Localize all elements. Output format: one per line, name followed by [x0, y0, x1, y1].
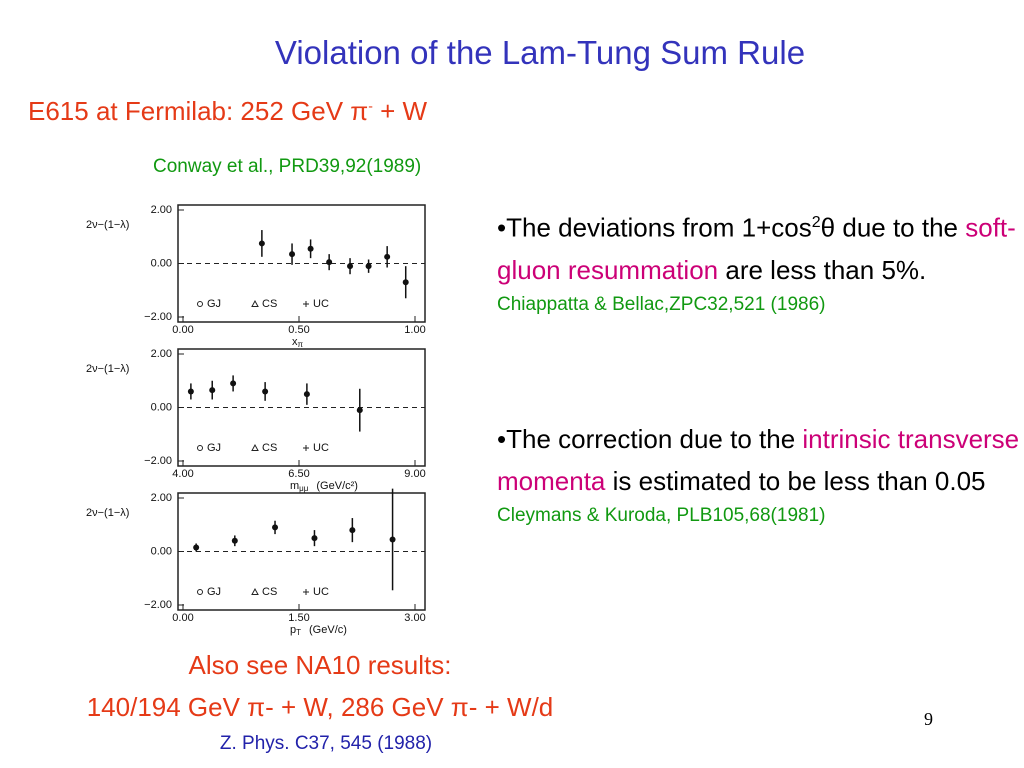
- y-tick-label: 2.00: [151, 204, 172, 216]
- data-point: [303, 391, 310, 398]
- x-tick-label: 6.50: [288, 468, 309, 480]
- x-tick-label: 0.00: [172, 612, 193, 624]
- x-label-text: p: [290, 624, 296, 636]
- x-tick-label: 1.00: [404, 324, 425, 336]
- citation: Conway et al., PRD39,92(1989): [153, 156, 422, 177]
- x-tick-label: 9.00: [404, 468, 425, 480]
- legend-symbol: [197, 445, 203, 451]
- bullet: •The correction due to the intrinsic tra…: [497, 418, 1022, 530]
- y-axis-label: 2ν−(1−λ): [86, 363, 129, 375]
- legend-label: GJ: [207, 442, 221, 454]
- bullet-text: is estimated to be less than 0.05: [612, 466, 986, 496]
- legend-label: CS: [262, 298, 277, 310]
- bullet-text: are less than 5%.: [725, 254, 927, 285]
- x-tick-label: 0.00: [172, 324, 193, 336]
- legend-symbol: [251, 299, 259, 307]
- data-point: [347, 263, 354, 270]
- data-point: [209, 387, 216, 394]
- x-axis-label: mμμ (GeV/c²): [290, 480, 358, 493]
- footer-ref: Z. Phys. C37, 545 (1988): [219, 733, 433, 754]
- data-point: [349, 527, 356, 534]
- y-axis-label: 2ν−(1−λ): [86, 219, 129, 231]
- footer-line: Also see NA10 results:: [188, 650, 452, 680]
- x-label-sub: π: [298, 340, 304, 349]
- x-label-sub: T: [296, 628, 301, 637]
- y-tick-label: 0.00: [151, 401, 172, 413]
- data-point: [384, 253, 391, 260]
- data-point: [289, 251, 296, 258]
- y-tick-label: 2.00: [151, 492, 172, 504]
- x-label-unit: (GeV/c): [309, 624, 347, 636]
- legend-symbol: [303, 301, 309, 307]
- data-point: [356, 407, 363, 414]
- subtitle-tail: + W: [380, 96, 428, 126]
- data-point: [193, 544, 200, 551]
- legend-label: GJ: [207, 298, 221, 310]
- x-label-text: x: [292, 336, 298, 348]
- x-axis-label: xπ: [292, 336, 304, 349]
- reference: Cleymans & Kuroda, PLB105,68(1981): [497, 505, 826, 526]
- legend-symbol: [303, 589, 309, 595]
- highlight: soft-gluon resummation: [497, 212, 1016, 285]
- x-tick-label: 3.00: [404, 612, 425, 624]
- legend-symbol: [251, 443, 259, 451]
- data-point: [187, 388, 194, 395]
- page-number: 9: [924, 709, 933, 729]
- legend-label: UC: [313, 298, 329, 310]
- subtitle-sup: -: [368, 97, 373, 114]
- legend-label: GJ: [207, 586, 221, 598]
- x-label-text: m: [290, 480, 299, 492]
- legend-label: CS: [262, 442, 277, 454]
- data-point: [326, 259, 333, 266]
- y-tick-label: 0.00: [151, 545, 172, 557]
- legend-symbol: [303, 445, 309, 451]
- legend-label: UC: [313, 586, 329, 598]
- x-axis-label: pT (GeV/c): [290, 624, 347, 637]
- data-point: [272, 524, 279, 531]
- subtitle: E615 at Fermilab: 252 GeV π- + W: [28, 96, 427, 127]
- y-tick-label: 2.00: [151, 348, 172, 360]
- x-tick-label: 1.50: [288, 612, 309, 624]
- x-label-unit: (GeV/c²): [316, 480, 358, 492]
- x-tick-label: 4.00: [172, 468, 193, 480]
- x-tick-label: 0.50: [288, 324, 309, 336]
- legend-symbol: [251, 587, 259, 595]
- data-point: [311, 535, 318, 542]
- y-axis-label: 2ν−(1−λ): [86, 507, 129, 519]
- y-tick-label: −2.00: [144, 311, 172, 323]
- legend-label: UC: [313, 442, 329, 454]
- title: Violation of the Lam-Tung Sum Rule: [274, 34, 806, 71]
- y-tick-label: −2.00: [144, 599, 172, 611]
- data-point: [262, 388, 269, 395]
- data-point: [389, 536, 396, 543]
- data-point: [307, 245, 314, 252]
- bullet-text: •The correction due to the: [497, 424, 796, 454]
- data-point: [402, 279, 409, 286]
- bullet-text: θ due to the: [820, 212, 959, 243]
- y-tick-label: −2.00: [144, 455, 172, 467]
- data-point: [365, 263, 372, 270]
- bullet-sup: 2: [811, 214, 821, 231]
- x-label-sub: μμ: [299, 484, 309, 493]
- reference: Chiappatta & Bellac,ZPC32,521 (1986): [497, 293, 826, 315]
- legend-symbol: [197, 301, 203, 307]
- data-point: [231, 537, 238, 544]
- highlight: intrinsic transverse momenta: [497, 424, 1020, 496]
- y-tick-label: 0.00: [151, 257, 172, 269]
- footer-line: 140/194 GeV π- + W, 286 GeV π- + W/d: [86, 692, 554, 722]
- data-point: [258, 240, 265, 247]
- legend-symbol: [197, 589, 203, 595]
- legend-label: CS: [262, 586, 277, 598]
- data-point: [230, 380, 237, 387]
- bullet: •The deviations from 1+cos2θ due to the …: [497, 202, 1022, 319]
- bullet-text: •The deviations from 1+cos: [497, 212, 812, 243]
- subtitle-text: E615 at Fermilab: 252 GeV π: [28, 96, 369, 126]
